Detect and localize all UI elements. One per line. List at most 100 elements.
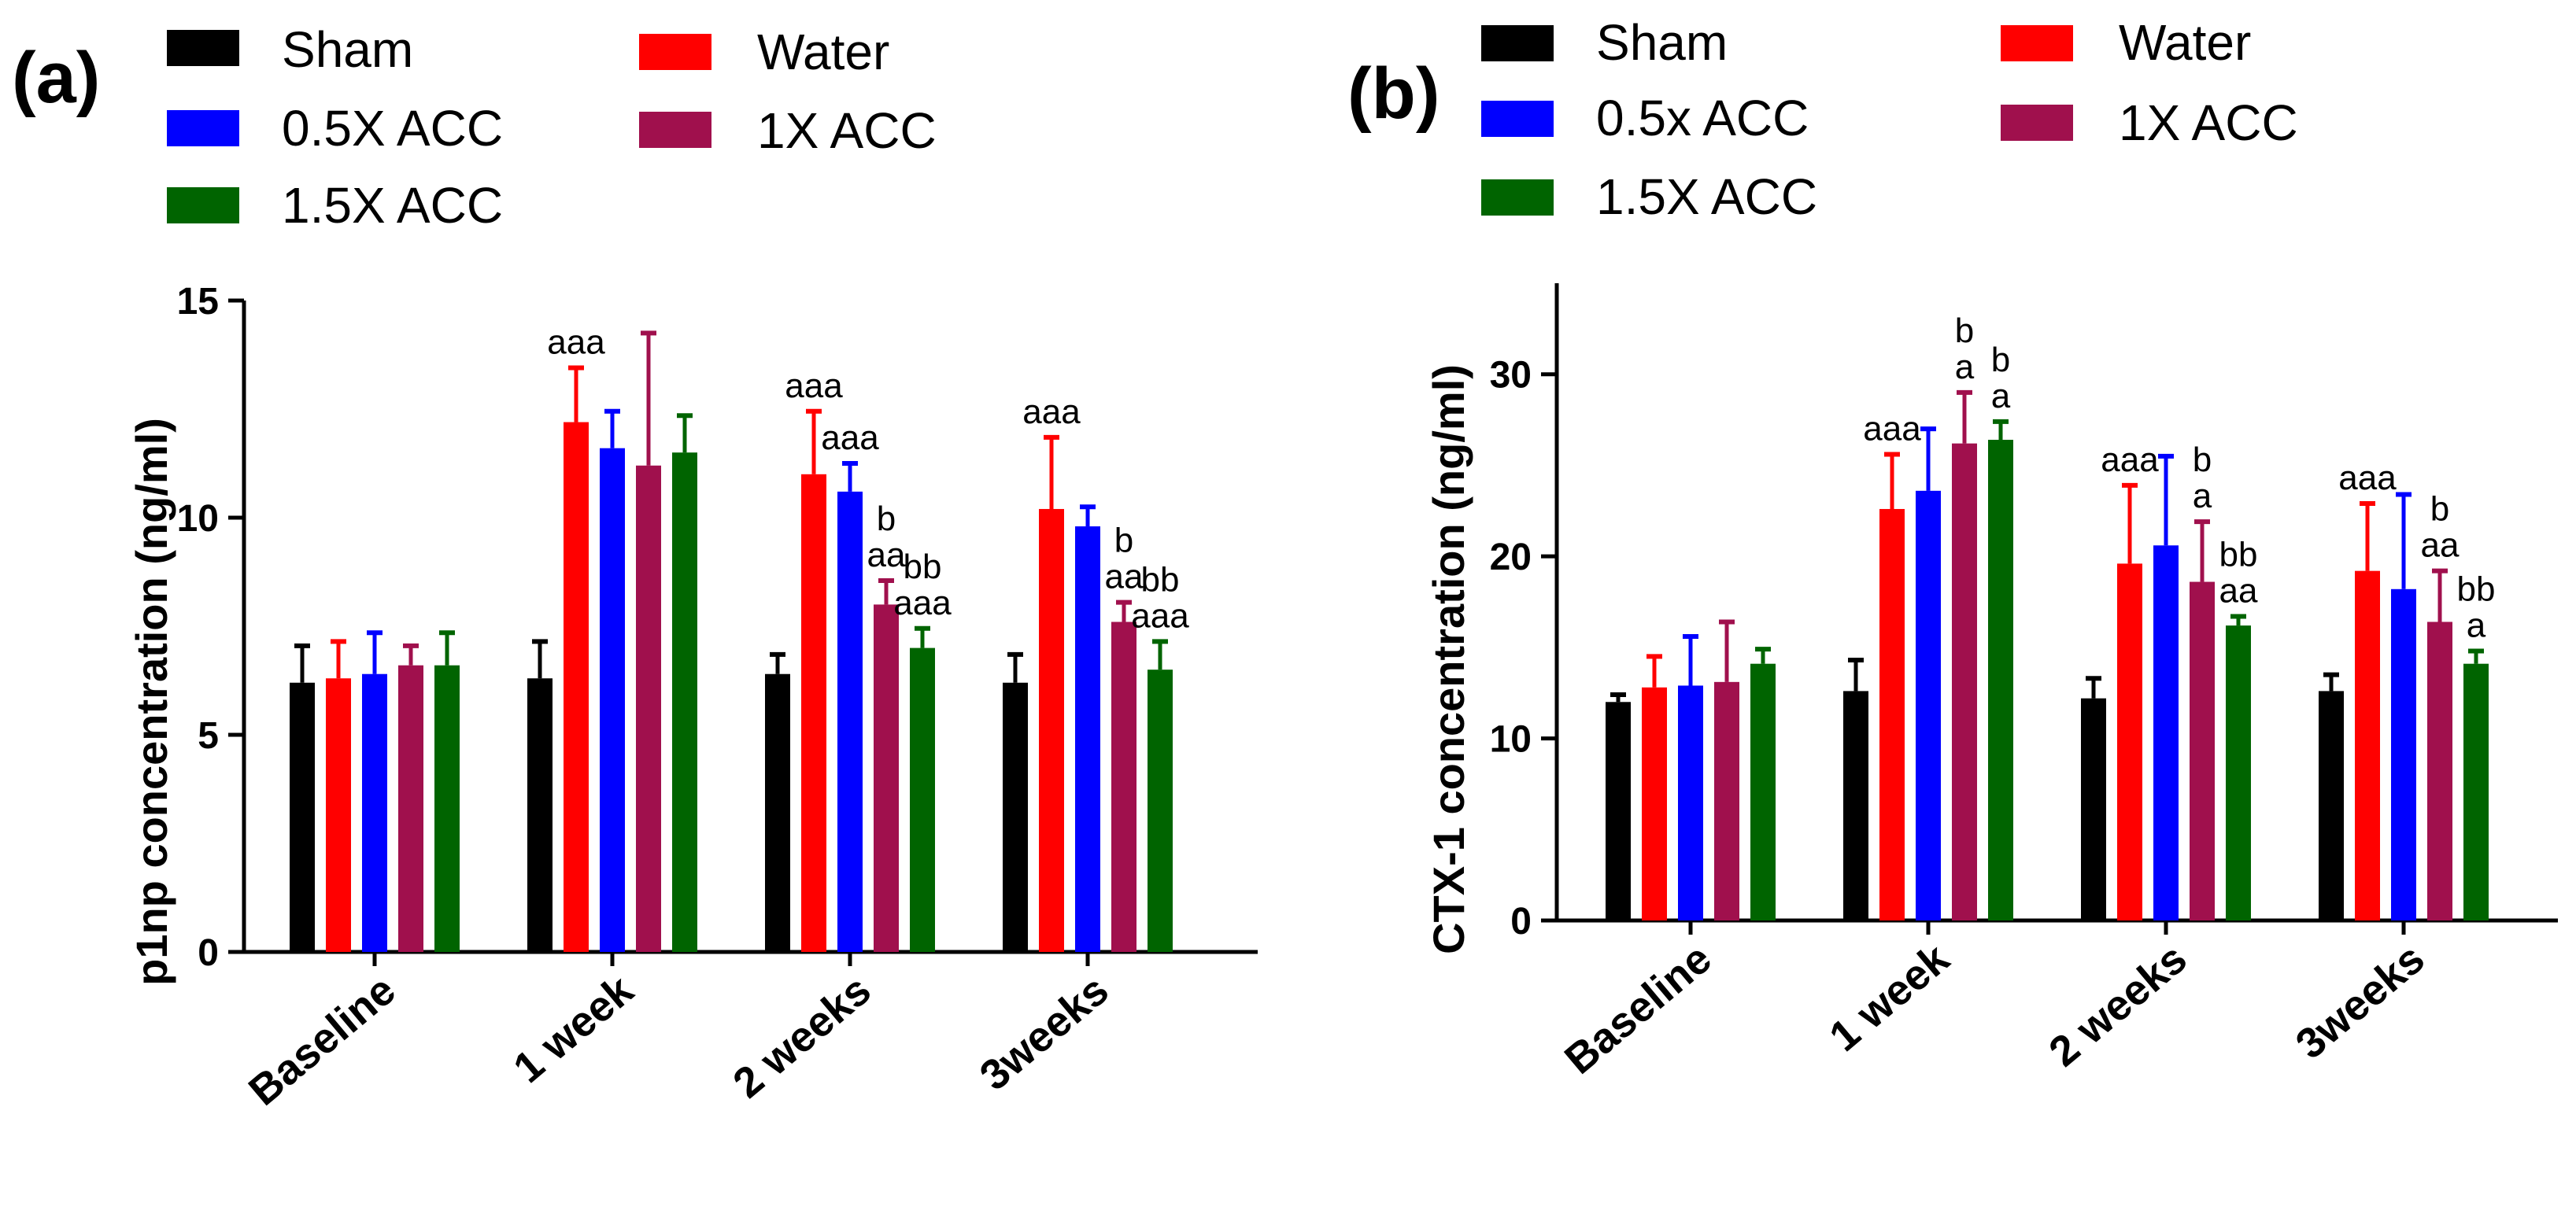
bar-water-3weeks (2355, 570, 2380, 920)
category-label-3weeks: 3weeks (2287, 935, 2434, 1068)
bar-1x-acc-3weeks (1111, 622, 1136, 952)
bar-1x-acc-2-weeks (874, 604, 899, 952)
bar-sham-baseline (1606, 702, 1631, 920)
legend-b: Sham 0.5x ACC 1.5X ACC Water 1X ACC (1481, 14, 2298, 225)
bar-sham-1-week (1843, 691, 1868, 920)
significance-label: aa (2219, 572, 2258, 611)
significance-label: aaa (2101, 441, 2159, 479)
significance-label: a (2467, 606, 2486, 644)
bar-1-5x-acc-2-weeks (910, 647, 935, 952)
bar-0-5x-acc-2-weeks (837, 491, 863, 952)
significance-label: b (1114, 522, 1133, 560)
y-tick-label: 20 (1490, 537, 1532, 578)
significance-label: aa (2421, 526, 2460, 565)
significance-label: aaa (1863, 410, 1921, 448)
significance-label: b (2193, 441, 2212, 479)
significance-label: aaa (821, 419, 879, 457)
significance-label: bb (1141, 560, 1180, 599)
y-tick-label: 5 (198, 715, 219, 757)
bar-water-baseline (326, 678, 351, 952)
significance-label: a (2193, 477, 2212, 515)
bar-1-5x-acc-1-week (672, 452, 697, 952)
bar-1-5x-acc-3weeks (2463, 663, 2489, 920)
bar-1-5x-acc-baseline (1750, 663, 1776, 920)
bar-water-2-weeks (2117, 563, 2142, 920)
legend-swatch-05x-acc-a (167, 110, 239, 146)
bar-0-5x-acc-1-week (1916, 490, 1941, 920)
legend-a: Sham 0.5X ACC 1.5X ACC Water 1X ACC (167, 21, 937, 234)
bar-sham-3weeks (1003, 682, 1028, 952)
significance-label: aaa (1022, 393, 1081, 431)
significance-label: bb (2457, 570, 2496, 608)
bar-1x-acc-1-week (636, 465, 661, 952)
significance-label: aaa (1131, 596, 1189, 635)
y-tick-label: 0 (198, 932, 219, 974)
bar-water-1-week (1879, 508, 1905, 920)
category-label-2-weeks: 2 weeks (2040, 935, 2195, 1075)
bar-sham-baseline (290, 682, 315, 952)
bar-1x-acc-baseline (1714, 681, 1739, 920)
y-tick-label: 30 (1490, 355, 1532, 397)
legend-label-15x-acc-b: 1.5X ACC (1596, 168, 1817, 225)
significance-label: aaa (547, 323, 605, 362)
bar-0-5x-acc-3weeks (2391, 588, 2416, 920)
bar-water-2-weeks (801, 474, 826, 952)
significance-label: aaa (893, 584, 952, 622)
significance-label: bb (904, 548, 942, 586)
legend-swatch-05x-acc-b (1481, 101, 1554, 137)
significance-label: b (877, 500, 896, 538)
legend-swatch-15x-acc-b (1481, 179, 1554, 216)
category-label-3weeks: 3weeks (971, 966, 1118, 1099)
legend-label-sham-b: Sham (1596, 14, 1728, 71)
significance-label: a (1991, 377, 2011, 415)
y-axis-title-b: CTX-1 concentration (ng/ml) (1424, 364, 1473, 954)
bar-water-baseline (1642, 687, 1667, 920)
significance-label: aaa (2338, 459, 2397, 497)
bar-water-3weeks (1039, 508, 1064, 952)
legend-swatch-water-b (2001, 25, 2073, 61)
bar-sham-3weeks (2319, 691, 2344, 920)
y-axis-title-a: p1np concentration (ng/ml) (127, 418, 176, 986)
bar-1-5x-acc-1-week (1988, 440, 2013, 920)
y-tick-label: 10 (1490, 719, 1532, 761)
legend-swatch-sham-b (1481, 25, 1554, 61)
legend-label-sham-a: Sham (282, 21, 413, 78)
bar-1-5x-acc-baseline (434, 665, 460, 952)
significance-label: a (1955, 348, 1975, 386)
legend-label-water-b: Water (2119, 14, 2251, 71)
legend-swatch-1x-acc-a (639, 112, 711, 148)
category-label-1-week: 1 week (504, 966, 642, 1092)
y-tick-label: 15 (177, 281, 219, 323)
legend-label-05x-acc-a: 0.5X ACC (282, 100, 503, 157)
bar-sham-2-weeks (765, 673, 790, 952)
panel-label-a: (a) (12, 38, 100, 118)
bar-1x-acc-2-weeks (2190, 581, 2215, 920)
bar-0-5x-acc-baseline (1678, 685, 1703, 920)
significance-label: b (1991, 341, 2010, 379)
bar-sham-2-weeks (2081, 698, 2106, 920)
significance-label: aa (867, 536, 906, 574)
category-label-1-week: 1 week (1820, 935, 1958, 1061)
legend-swatch-15x-acc-a (167, 187, 239, 223)
panel-b: (b) Sham 0.5x ACC 1.5X ACC Water 1X ACC … (1347, 14, 2558, 1083)
category-label-2-weeks: 2 weeks (724, 966, 879, 1107)
legend-label-05x-acc-b: 0.5x ACC (1596, 90, 1809, 146)
bar-1-5x-acc-2-weeks (2226, 625, 2251, 920)
bar-1-5x-acc-3weeks (1148, 670, 1173, 952)
bar-0-5x-acc-baseline (362, 673, 387, 952)
significance-label: aaa (785, 367, 843, 405)
legend-swatch-1x-acc-b (2001, 105, 2073, 141)
category-label-baseline: Baseline (1556, 935, 1720, 1083)
bar-1x-acc-1-week (1952, 443, 1977, 920)
significance-label: aa (1105, 558, 1144, 596)
legend-label-1x-acc-a: 1X ACC (757, 102, 937, 159)
legend-label-15x-acc-a: 1.5X ACC (282, 177, 503, 234)
category-label-baseline: Baseline (240, 966, 405, 1115)
panel-a: (a) Sham 0.5X ACC 1.5X ACC Water 1X ACC … (12, 21, 1258, 1115)
bar-1x-acc-3weeks (2427, 622, 2452, 920)
significance-label: bb (2219, 536, 2258, 574)
significance-label: b (2430, 490, 2449, 529)
